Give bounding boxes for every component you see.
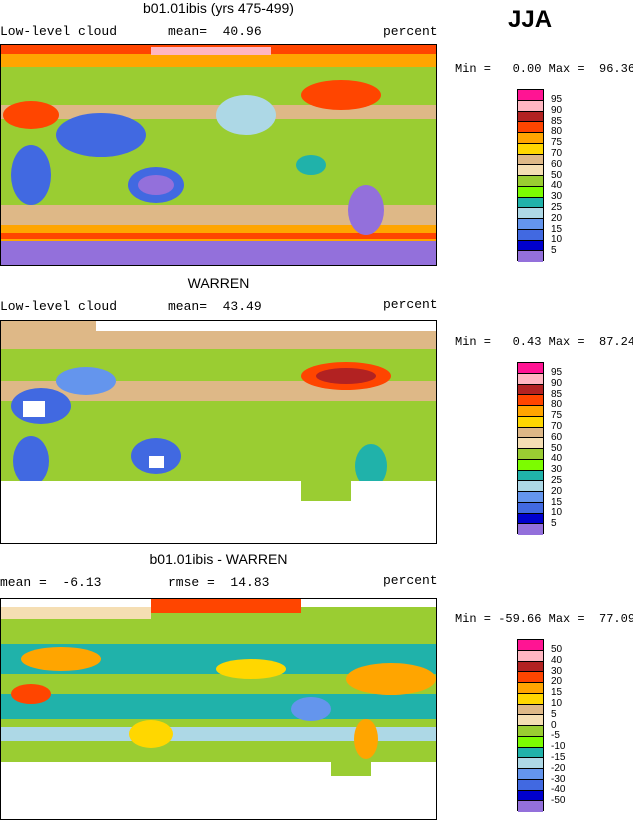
panel2-units-label: percent: [383, 297, 438, 312]
panel2-cbar-label: 95: [551, 367, 563, 378]
panel1-cbar-label: 50: [551, 170, 563, 181]
panel3-units-label: percent: [383, 573, 438, 588]
panel1-cbar-label: 85: [551, 116, 563, 127]
panel3-cbar-label: 40: [551, 655, 563, 666]
panel2-cbar-label: 15: [551, 497, 563, 508]
panel3-cbar-label: -15: [551, 752, 566, 763]
panel1-cbar-label: 40: [551, 180, 563, 191]
panel2-cbar-label: 25: [551, 475, 563, 486]
panel3-map: [0, 598, 437, 820]
panel1-cbar-label: 95: [551, 94, 563, 105]
panel2-cbar-label: 5: [551, 518, 557, 529]
panel2-map: [0, 320, 437, 544]
panel1-cbar-label: 15: [551, 224, 563, 235]
panel1-cbar-label: 80: [551, 126, 563, 137]
panel2-cbar-label: 90: [551, 378, 563, 389]
panel2-cbar-label: 50: [551, 443, 563, 454]
panel3-cbar-label: 50: [551, 644, 563, 655]
season-label: JJA: [508, 6, 553, 33]
panel3-cbar-label: 0: [551, 720, 557, 731]
panel3-cbar-label: 5: [551, 709, 557, 720]
panel3-cbar-label: 15: [551, 687, 563, 698]
panel3-cbar-label: -5: [551, 730, 560, 741]
panel1-cbar-label: 5: [551, 245, 557, 256]
panel1-minmax: Min = 0.00 Max = 96.36: [455, 62, 633, 76]
panel2-cbar-label: 30: [551, 464, 563, 475]
panel1-cbar-label: 75: [551, 137, 563, 148]
panel1-cbar-label: 90: [551, 105, 563, 116]
panel1-colorbar: [517, 89, 544, 262]
panel3-cbar-label: 30: [551, 666, 563, 677]
panel3-mean-label: mean = -6.13: [0, 575, 102, 590]
panel2-cbar-label: 10: [551, 507, 563, 518]
panel3-cbar-label: 20: [551, 676, 563, 687]
panel2-colorbar: [517, 362, 544, 535]
panel3-cbar-label: -40: [551, 784, 566, 795]
panel2-minmax: Min = 0.43 Max = 87.24: [455, 335, 633, 349]
panel1-cbar-label: 30: [551, 191, 563, 202]
panel1-cbar-label: 25: [551, 202, 563, 213]
panel3-title: b01.01ibis - WARREN: [149, 551, 288, 567]
panel3-cbar-label: -10: [551, 741, 566, 752]
panel1-title: b01.01ibis (yrs 475-499): [143, 0, 294, 16]
panel1-units-label: percent: [383, 24, 438, 39]
panel3-rmse-label: rmse = 14.83: [168, 575, 270, 590]
panel1-mean-label: mean= 40.96: [168, 24, 262, 39]
panel1-map: [0, 44, 437, 266]
panel2-cbar-label: 75: [551, 410, 563, 421]
panel2-variable-label: Low-level cloud: [0, 299, 118, 314]
panel2-cbar-label: 80: [551, 399, 563, 410]
panel2-cbar-label: 85: [551, 389, 563, 400]
panel3-cbar-label: -50: [551, 795, 566, 806]
panel2-mean-label: mean= 43.49: [168, 299, 262, 314]
panel2-title: WARREN: [187, 275, 250, 291]
panel3-cbar-label: -20: [551, 763, 566, 774]
panel1-cbar-label: 60: [551, 159, 563, 170]
panel1-cbar-label: 70: [551, 148, 563, 159]
panel3-minmax: Min = -59.66 Max = 77.09: [455, 612, 633, 626]
panel1-cbar-label: 10: [551, 234, 563, 245]
panel1-cbar-label: 20: [551, 213, 563, 224]
panel1-variable-label: Low-level cloud: [0, 24, 118, 39]
panel2-cbar-label: 40: [551, 453, 563, 464]
panel2-cbar-label: 20: [551, 486, 563, 497]
panel2-cbar-label: 60: [551, 432, 563, 443]
panel3-cbar-label: -30: [551, 774, 566, 785]
panel3-colorbar: [517, 639, 544, 812]
panel3-cbar-label: 10: [551, 698, 563, 709]
panel2-cbar-label: 70: [551, 421, 563, 432]
